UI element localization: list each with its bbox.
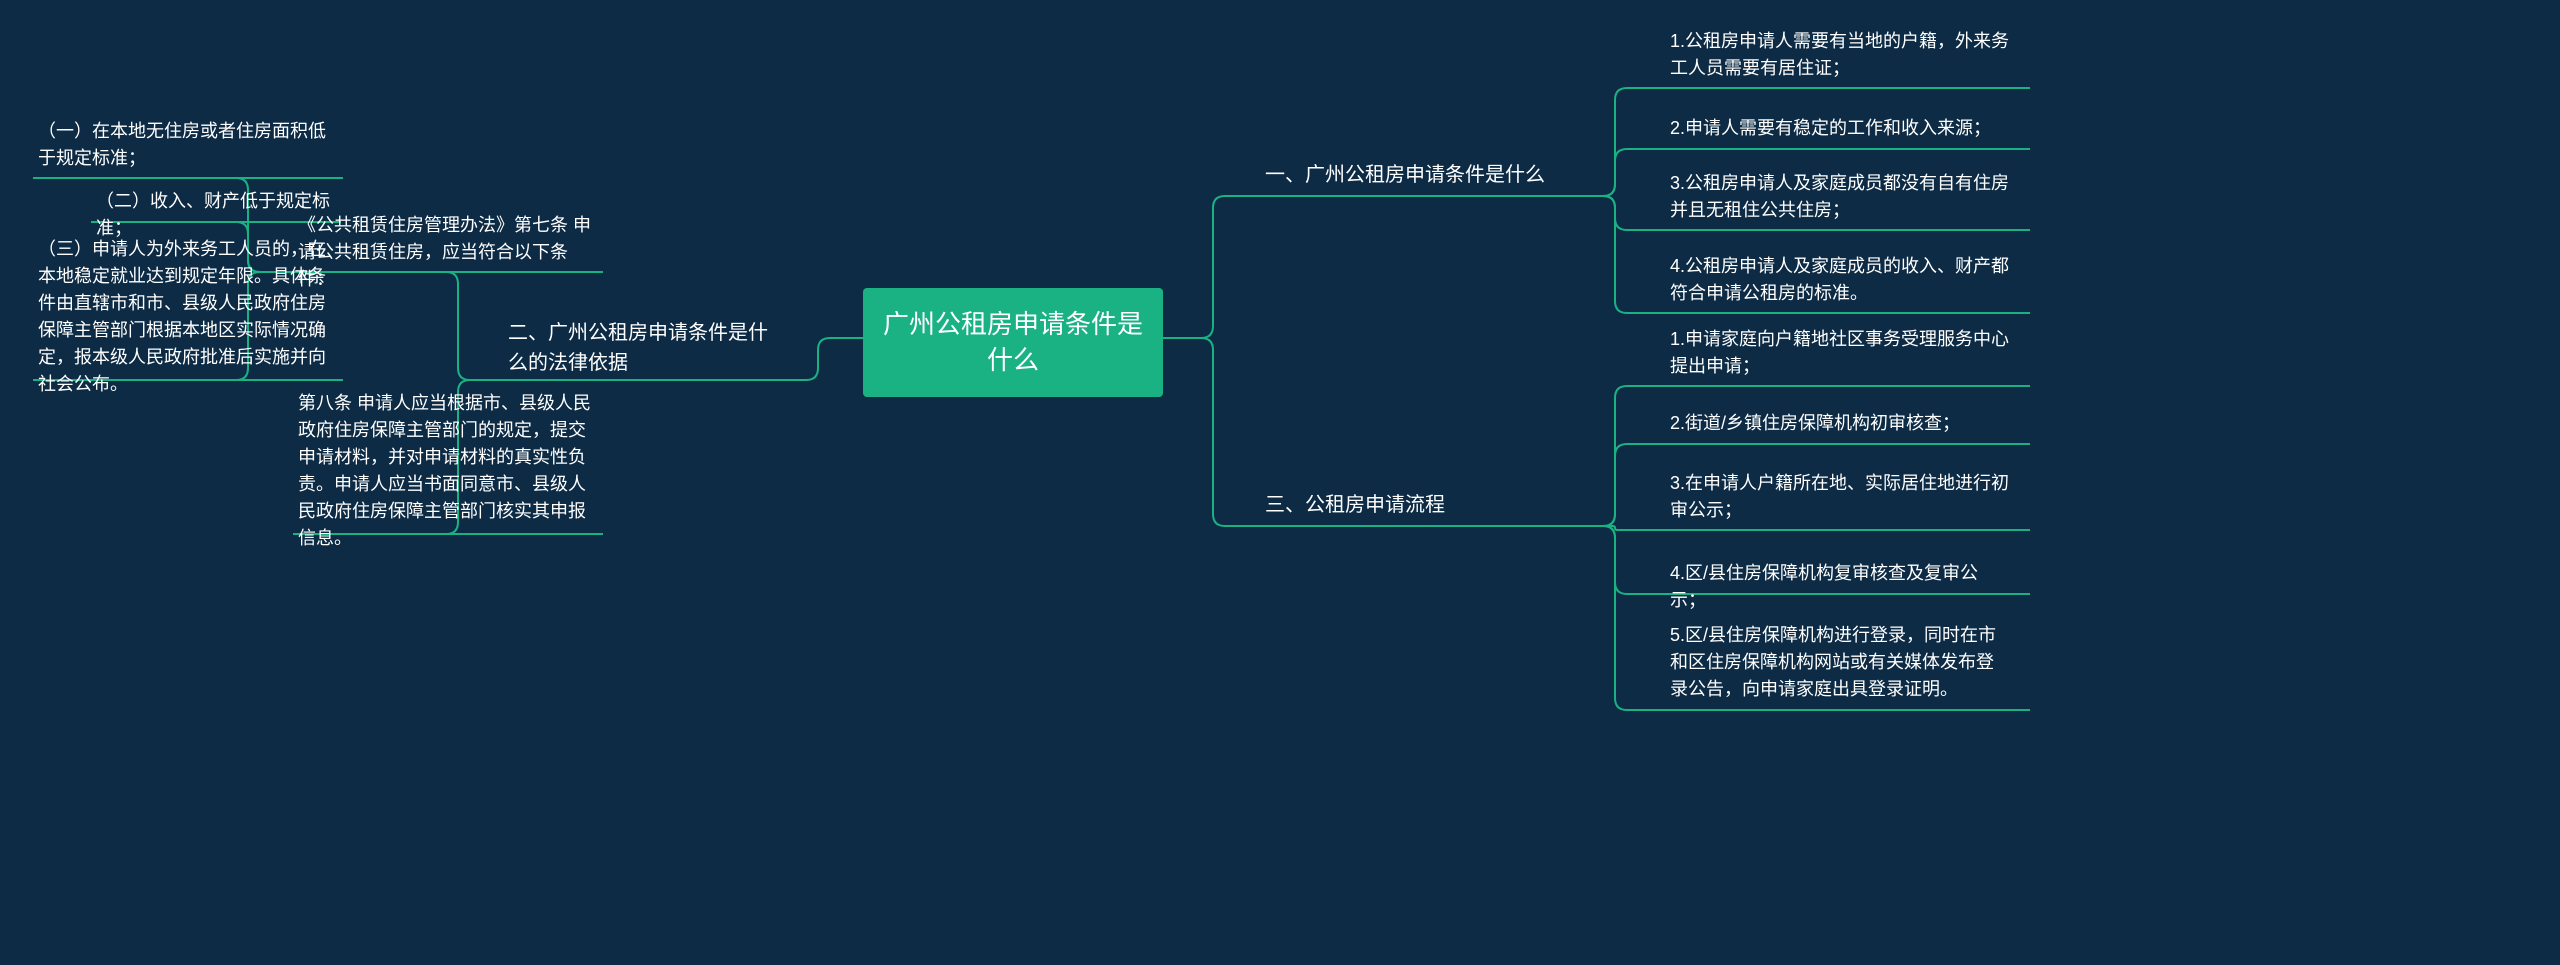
leaf-right-1-2: 3.在申请人户籍所在地、实际居住地进行初审公示； [1670, 470, 2010, 524]
root-node: 广州公租房申请条件是什么 [863, 288, 1163, 397]
leaf-left-0-2: （三）申请人为外来务工人员的，在本地稳定就业达到规定年限。具体条件由直辖市和市、… [38, 236, 338, 398]
branch-right-1: 三、公租房申请流程 [1265, 490, 1565, 520]
leaf-right-0-1: 2.申请人需要有稳定的工作和收入来源； [1670, 115, 2010, 142]
leaf-right-1-0: 1.申请家庭向户籍地社区事务受理服务中心提出申请； [1670, 326, 2010, 380]
sub-left-0: 《公共租赁住房管理办法》第七条 申请公共租赁住房，应当符合以下条件： [298, 212, 598, 293]
leaf-right-0-0: 1.公租房申请人需要有当地的户籍，外来务工人员需要有居住证； [1670, 28, 2010, 82]
branch-right-0: 一、广州公租房申请条件是什么 [1265, 160, 1565, 190]
leaf-left-0-0: （一）在本地无住房或者住房面积低于规定标准； [38, 118, 338, 172]
branch-left: 二、广州公租房申请条件是什么的法律依据 [508, 318, 768, 378]
leaf-right-0-3: 4.公租房申请人及家庭成员的收入、财产都符合申请公租房的标准。 [1670, 253, 2010, 307]
leaf-right-1-1: 2.街道/乡镇住房保障机构初审核查； [1670, 410, 2010, 437]
leaf-right-1-4: 5.区/县住房保障机构进行登录，同时在市和区住房保障机构网站或有关媒体发布登录公… [1670, 622, 2010, 703]
leaf-right-0-2: 3.公租房申请人及家庭成员都没有自有住房并且无租住公共住房； [1670, 170, 2010, 224]
leaf-right-1-3: 4.区/县住房保障机构复审核查及复审公示； [1670, 560, 2010, 614]
leaf-left-0-1: （二）收入、财产低于规定标准； [96, 188, 336, 242]
sub-left-1: 第八条 申请人应当根据市、县级人民政府住房保障主管部门的规定，提交申请材料，并对… [298, 390, 598, 552]
root-label: 广州公租房申请条件是什么 [883, 309, 1143, 375]
